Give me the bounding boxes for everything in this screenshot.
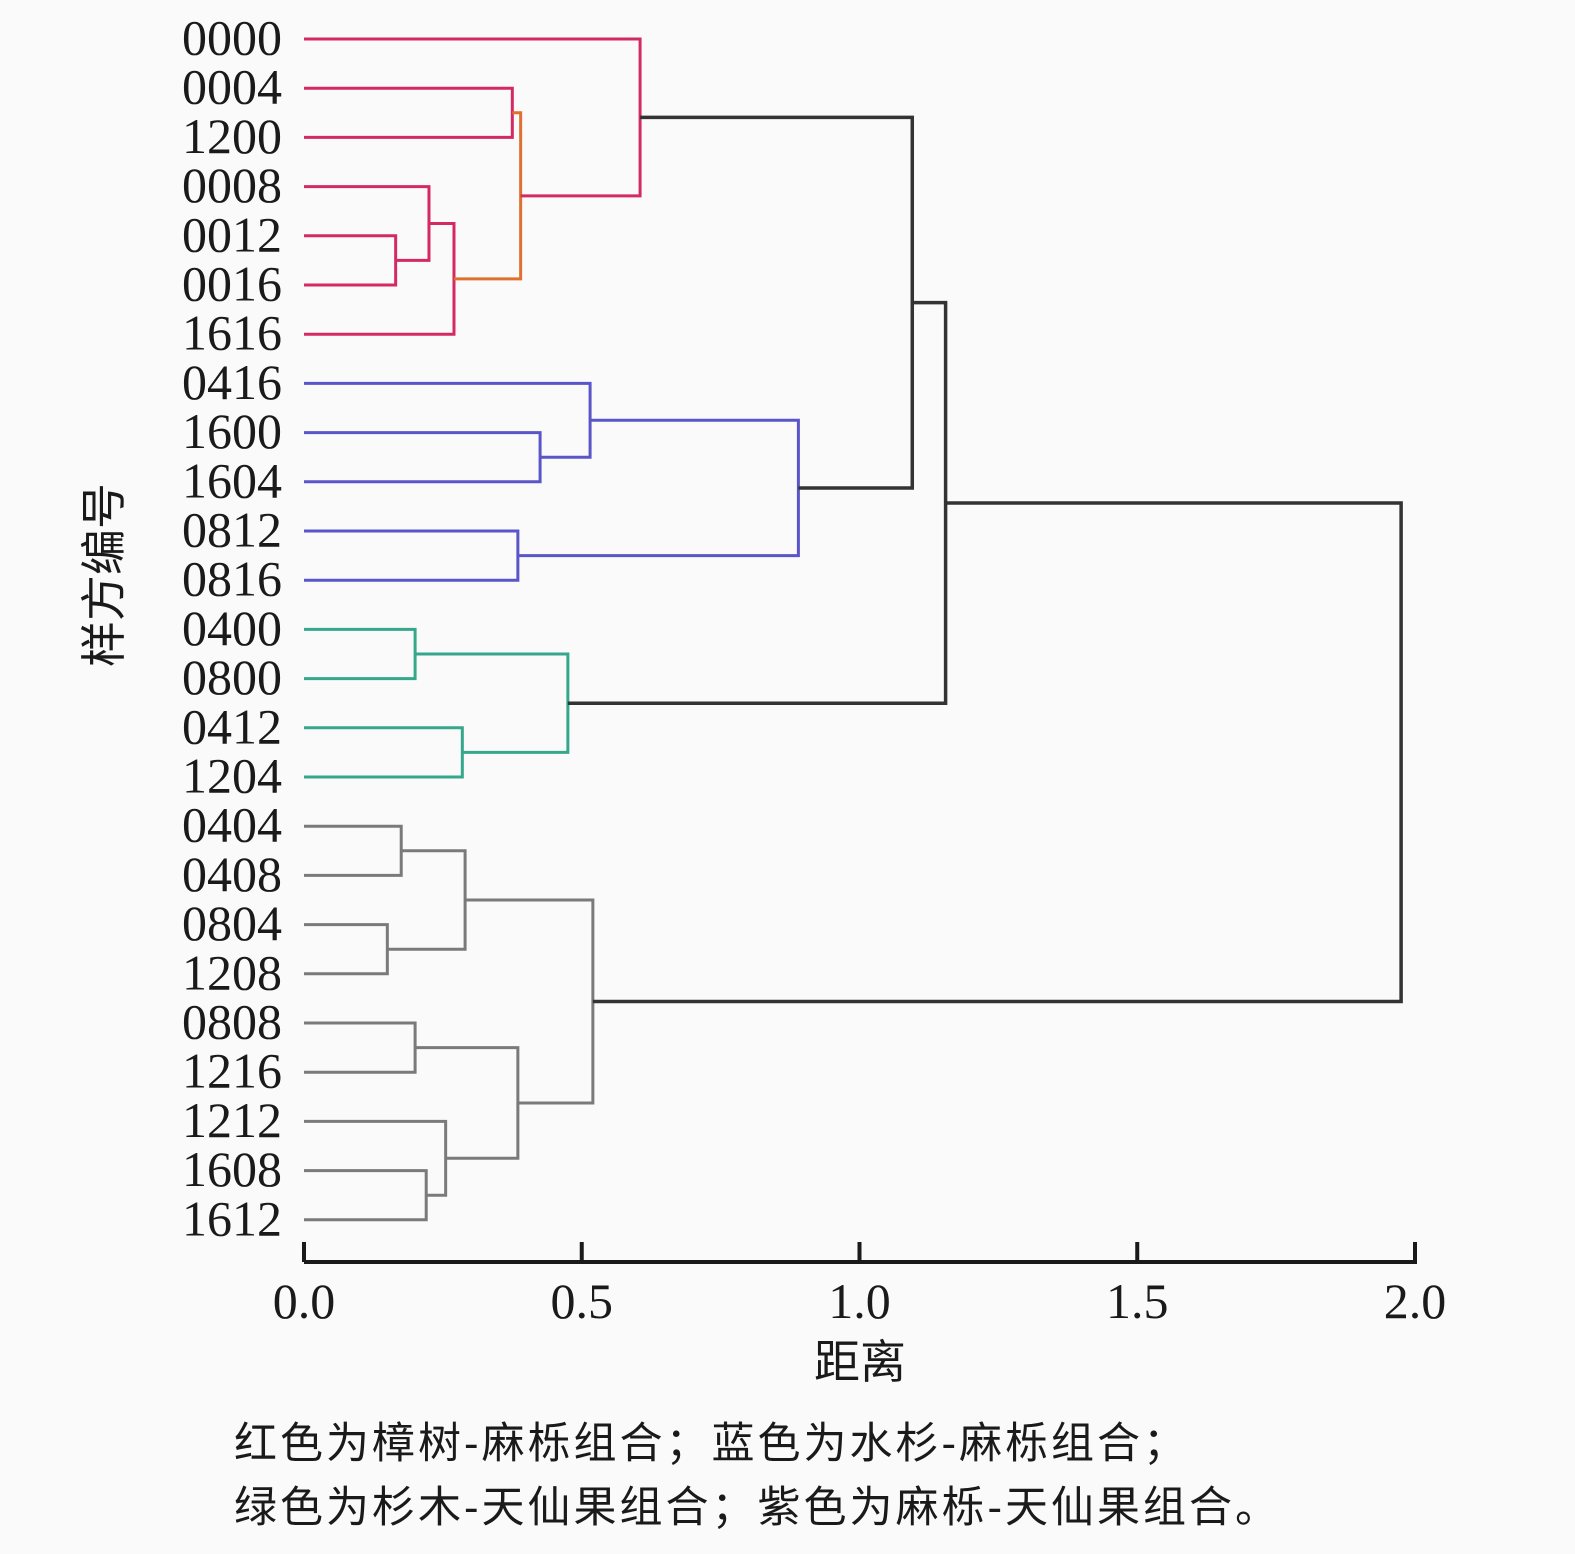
leaf-label-1604: 1604 xyxy=(182,452,282,508)
link-c2 xyxy=(304,726,464,779)
leaf-label-0412: 0412 xyxy=(182,698,282,754)
leaf-label-0800: 0800 xyxy=(182,649,282,705)
link-a1 xyxy=(304,234,398,287)
link-a2 xyxy=(304,185,431,262)
link-a3 xyxy=(304,222,456,336)
leaf-label-1616: 1616 xyxy=(182,305,282,361)
link-d3 xyxy=(387,849,467,951)
leaf-label-1212: 1212 xyxy=(182,1092,282,1148)
caption-line-2: 绿色为杉木-天仙果组合；紫色为麻栎-天仙果组合。 xyxy=(234,1483,1282,1533)
x-axis-ticks: 0.0 0.5 1.0 1.5 2.0 xyxy=(273,1242,1447,1329)
x-tick-label-2.0: 2.0 xyxy=(1384,1273,1447,1329)
caption-line-1: 红色为樟树-麻栎组合；蓝色为水杉-麻栎组合； xyxy=(234,1419,1190,1469)
link-b4 xyxy=(517,418,800,558)
link-a4 xyxy=(304,86,514,139)
leaf-label-1216: 1216 xyxy=(182,1043,282,1099)
link-d2 xyxy=(304,923,389,976)
dendrogram-links xyxy=(304,37,1403,1222)
y-axis-title: 样方编号 xyxy=(77,483,131,667)
leaf-label-0416: 0416 xyxy=(182,354,282,410)
dendrogram-chart: 0000000412000008001200161616041616001604… xyxy=(77,9,1447,1389)
leaf-labels: 0000000412000008001200161616041616001604… xyxy=(182,9,282,1246)
x-tick-label-1.5: 1.5 xyxy=(1106,1273,1169,1329)
link-b2 xyxy=(304,381,592,459)
leaf-label-0812: 0812 xyxy=(182,501,282,557)
leaf-label-1208: 1208 xyxy=(182,944,282,1000)
x-tick-label-0.5: 0.5 xyxy=(551,1273,614,1329)
leaf-label-1612: 1612 xyxy=(182,1190,282,1246)
leaf-label-1200: 1200 xyxy=(182,108,282,164)
x-tick-label-0.0: 0.0 xyxy=(273,1273,336,1329)
link-d6 xyxy=(304,1119,448,1197)
link-c3 xyxy=(415,652,570,754)
link-e1 xyxy=(640,115,915,490)
link-a6 xyxy=(304,37,642,198)
leaf-label-1600: 1600 xyxy=(182,403,282,459)
leaf-label-0004: 0004 xyxy=(182,59,282,115)
link-d8 xyxy=(465,898,595,1105)
leaf-label-1608: 1608 xyxy=(182,1141,282,1197)
leaf-label-1204: 1204 xyxy=(182,747,282,803)
link-c1 xyxy=(304,627,417,681)
link-e2 xyxy=(567,300,948,705)
link-e3 xyxy=(592,501,1403,1004)
link-d5 xyxy=(304,1169,428,1222)
leaf-label-0000: 0000 xyxy=(182,9,282,65)
link-d1 xyxy=(304,824,403,877)
leaf-label-0016: 0016 xyxy=(182,255,282,311)
leaf-label-0400: 0400 xyxy=(182,600,282,656)
leaf-label-0404: 0404 xyxy=(182,797,282,853)
leaf-label-0804: 0804 xyxy=(182,895,282,951)
link-b1 xyxy=(304,431,542,484)
leaf-label-0008: 0008 xyxy=(182,157,282,213)
x-tick-label-1.0: 1.0 xyxy=(828,1273,891,1329)
leaf-label-0012: 0012 xyxy=(182,206,282,262)
x-axis-title: 距离 xyxy=(814,1335,906,1389)
link-d7 xyxy=(415,1046,520,1160)
link-d4 xyxy=(304,1021,417,1074)
leaf-label-0816: 0816 xyxy=(182,551,282,607)
leaf-label-0808: 0808 xyxy=(182,993,282,1049)
link-b3 xyxy=(304,529,520,582)
leaf-label-0408: 0408 xyxy=(182,846,282,902)
